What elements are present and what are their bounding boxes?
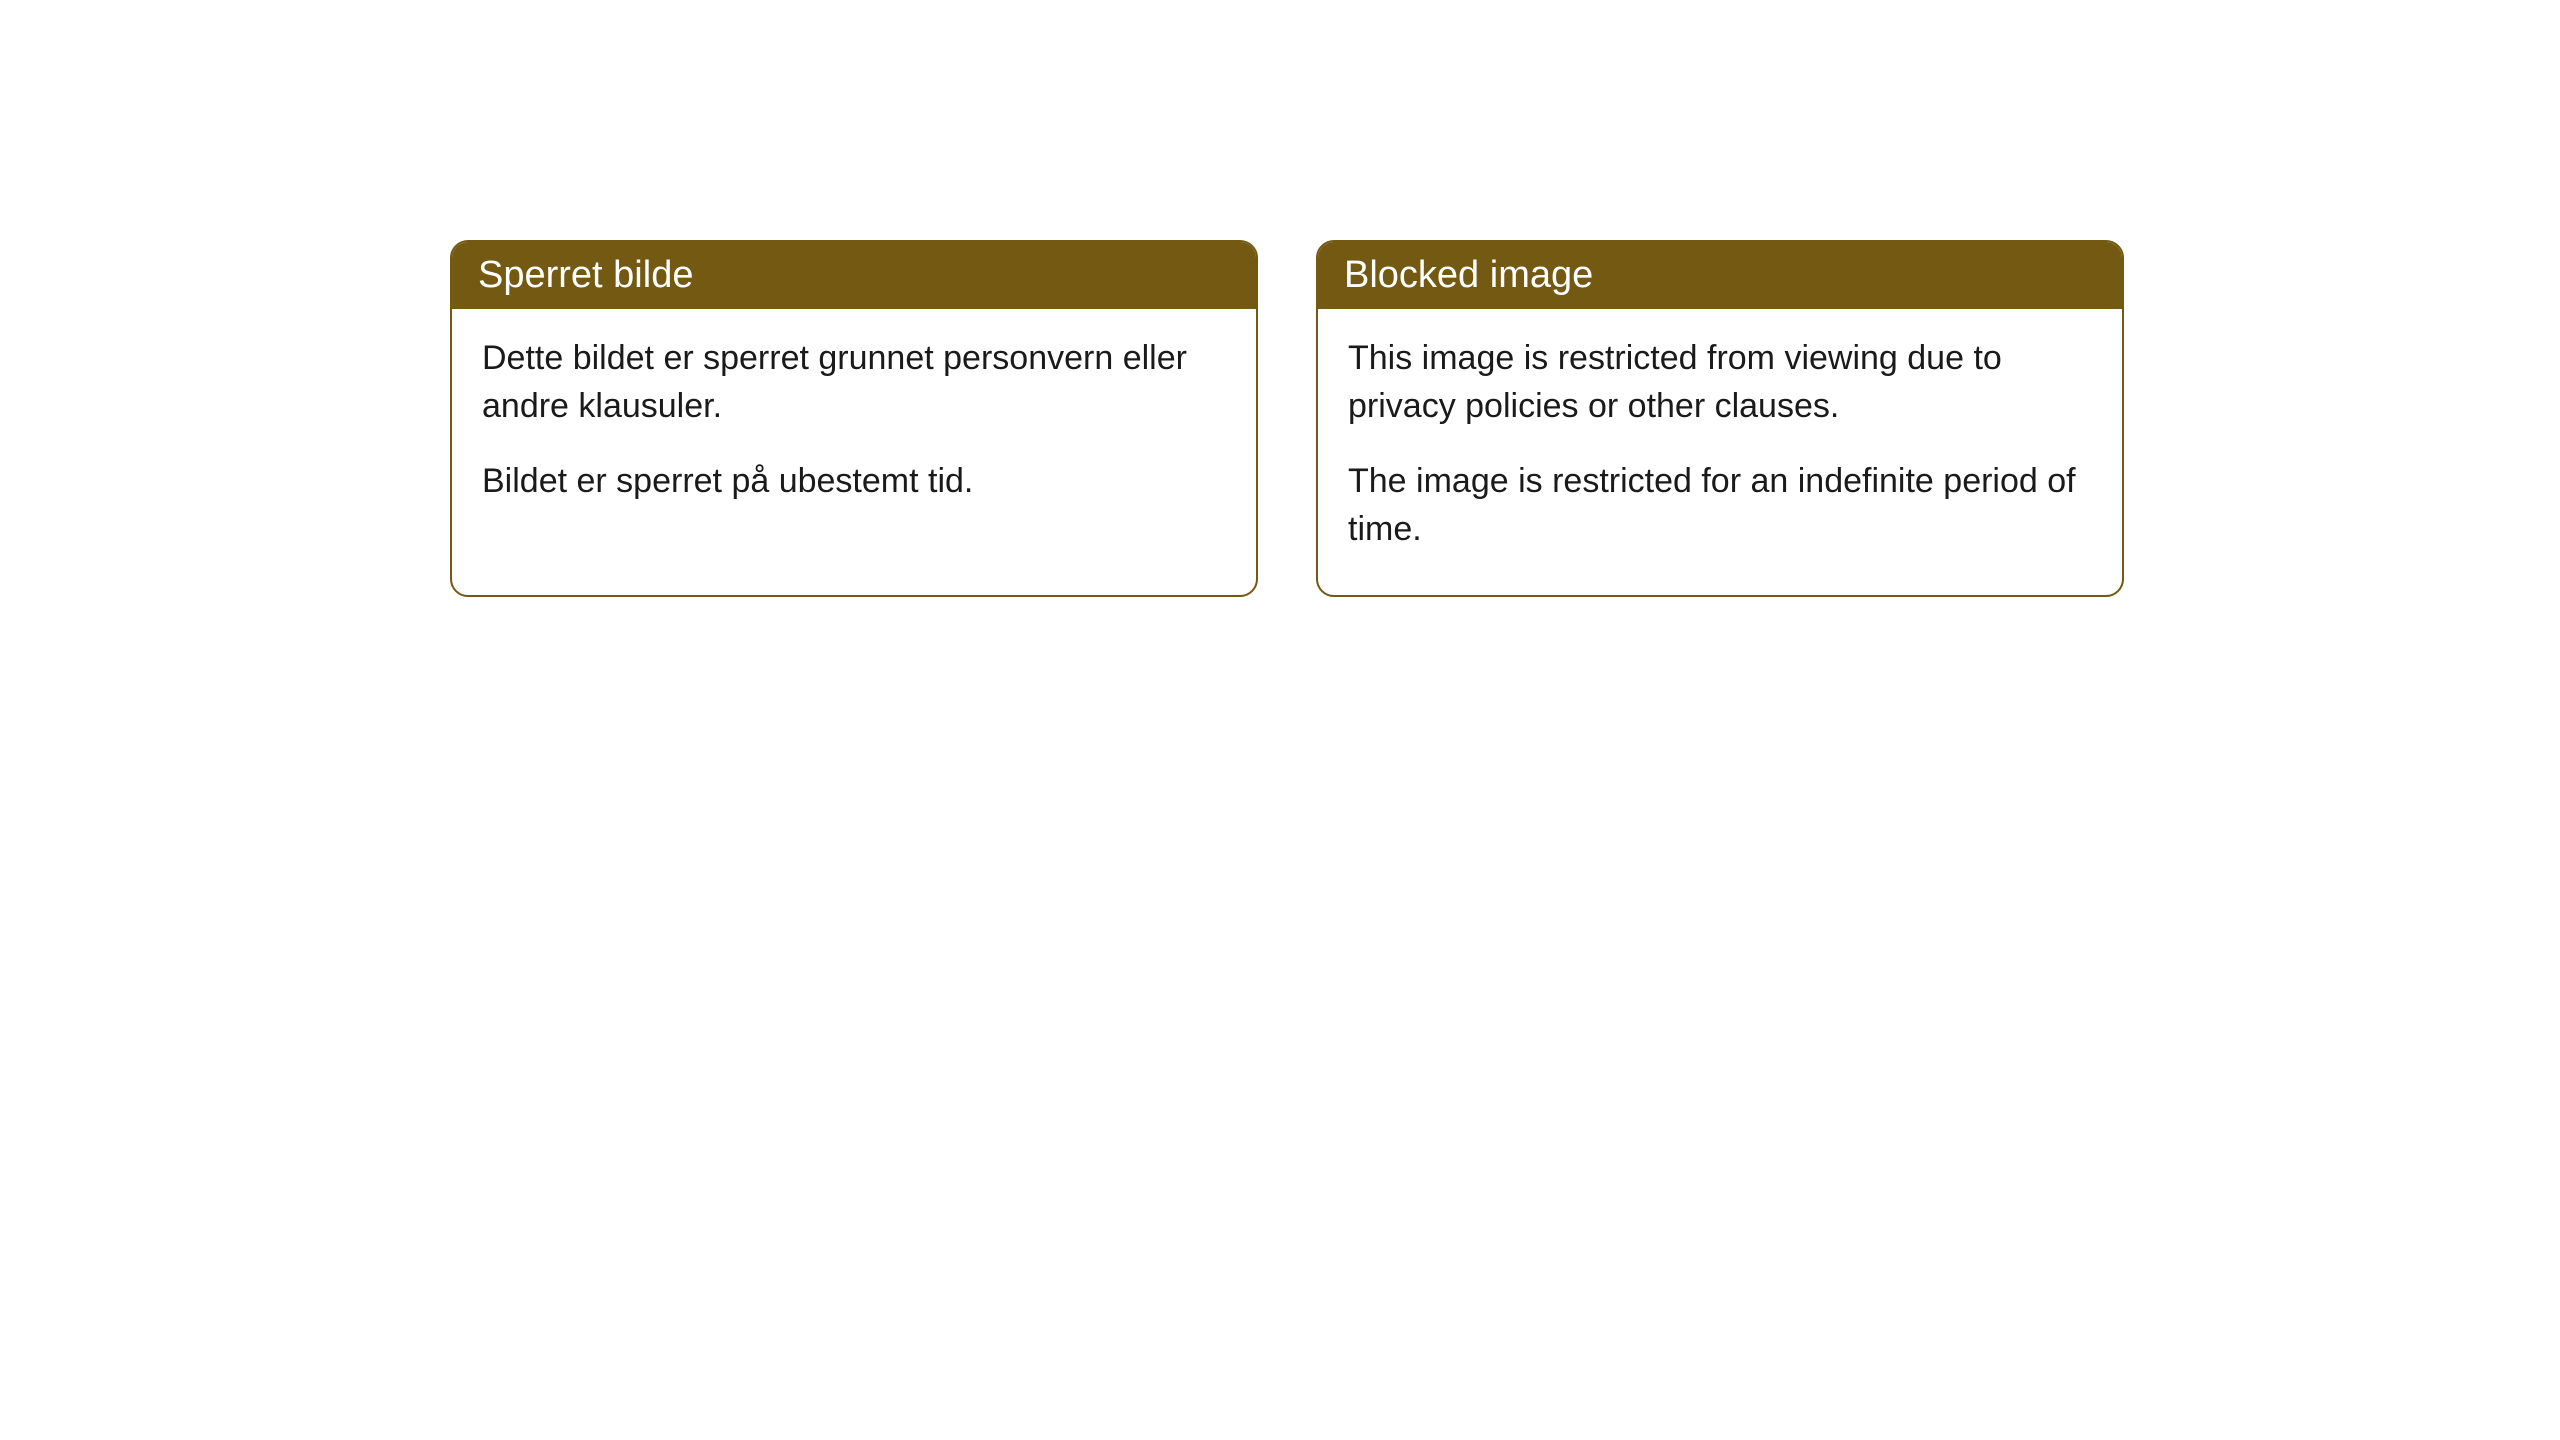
card-title-english: Blocked image	[1344, 254, 1593, 296]
card-body-english: This image is restricted from viewing du…	[1318, 309, 2122, 595]
card-body-norwegian: Dette bildet er sperret grunnet personve…	[452, 309, 1256, 548]
card-paragraph1-english: This image is restricted from viewing du…	[1348, 335, 2092, 430]
card-paragraph2-norwegian: Bildet er sperret på ubestemt tid.	[482, 458, 1226, 506]
card-paragraph1-norwegian: Dette bildet er sperret grunnet personve…	[482, 335, 1226, 430]
card-title-norwegian: Sperret bilde	[478, 254, 693, 296]
card-header-norwegian: Sperret bilde	[452, 242, 1256, 309]
card-norwegian: Sperret bilde Dette bildet er sperret gr…	[450, 240, 1258, 597]
cards-container: Sperret bilde Dette bildet er sperret gr…	[450, 240, 2124, 597]
card-paragraph2-english: The image is restricted for an indefinit…	[1348, 458, 2092, 553]
card-english: Blocked image This image is restricted f…	[1316, 240, 2124, 597]
card-header-english: Blocked image	[1318, 242, 2122, 309]
